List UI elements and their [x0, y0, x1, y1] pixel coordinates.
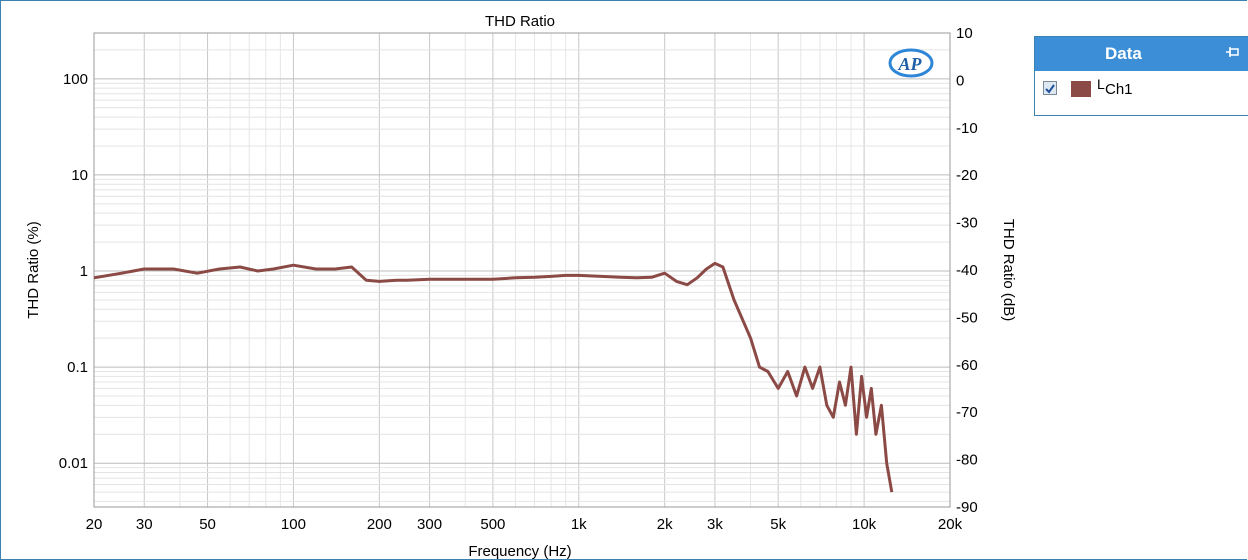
ap-logo: AP [888, 48, 934, 78]
legend-color-swatch [1071, 81, 1091, 97]
x-tick-label: 10k [852, 516, 877, 533]
y-right-tick-label: -70 [956, 404, 978, 421]
y-right-tick-label: -50 [956, 309, 978, 326]
y-right-axis-title: THD Ratio (dB) [1000, 219, 1017, 322]
x-tick-label: 500 [480, 516, 505, 533]
chart-title: THD Ratio [485, 13, 555, 30]
legend-item-ch1[interactable]: L Ch1 [1035, 71, 1248, 105]
y-tick-labels: 100 10 1 0.1 0.01 [59, 71, 88, 472]
y-axis-title: THD Ratio (%) [25, 221, 42, 319]
y-tick-label: 0.01 [59, 455, 88, 472]
data-legend-panel: Data L Ch1 [1034, 36, 1248, 116]
pin-icon[interactable] [1225, 44, 1241, 60]
x-tick-labels: 20 30 50 100 200 300 500 1k 2k 3k 5k 10k 20k [86, 516, 963, 533]
y-tick-label: 100 [63, 71, 88, 88]
checkmark-icon [1045, 84, 1055, 94]
y-right-tick-labels: 10 0 -10 -20 -30 -40 -50 -60 -70 -80 -90 [956, 25, 978, 516]
x-tick-label: 300 [417, 516, 442, 533]
x-tick-label: 20 [86, 516, 103, 533]
y-right-tick-label: -90 [956, 499, 978, 516]
x-tick-label: 200 [367, 516, 392, 533]
x-tick-label: 100 [281, 516, 306, 533]
legend-label: Ch1 [1105, 81, 1133, 98]
y-tick-label: 1 [80, 263, 88, 280]
y-right-tick-label: 0 [956, 72, 964, 89]
legend-header: Data [1035, 37, 1248, 71]
y-tick-label: 10 [71, 167, 88, 184]
thd-ratio-chart: 20 30 50 100 200 300 500 1k 2k 3k 5k 10k 20k 1001010… [25, 13, 1017, 560]
plot-area-background [94, 33, 950, 507]
x-tick-label: 30 [136, 516, 153, 533]
x-tick-label: 5k [770, 516, 786, 533]
plot-area-border [93, 32, 951, 508]
y-right-tick-label: 10 [956, 25, 973, 42]
ap-logo-text: AP [897, 54, 922, 74]
y-tick-label: 0.1 [67, 359, 88, 376]
series-line-ch1 [93, 261, 894, 493]
x-tick-label: 20k [938, 516, 963, 533]
series-group [93, 261, 894, 493]
x-tick-label: 2k [657, 516, 673, 533]
legend-checkbox[interactable] [1043, 81, 1057, 95]
x-tick-label: 3k [707, 516, 723, 533]
y-right-tick-label: -20 [956, 167, 978, 184]
y-right-tick-label: -60 [956, 357, 978, 374]
y-right-tick-label: -10 [956, 120, 978, 137]
legend-title: Data [1105, 44, 1142, 63]
y-right-tick-label: -40 [956, 262, 978, 279]
y-right-tick-label: -30 [956, 215, 978, 232]
y-right-tick-label: -80 [956, 452, 978, 469]
x-axis-title: Frequency (Hz) [468, 543, 571, 560]
x-tick-label: 1k [571, 516, 587, 533]
x-tick-label: 50 [199, 516, 216, 533]
legend-channel-mark: L [1097, 76, 1105, 92]
ap-logo-ring [888, 48, 934, 78]
